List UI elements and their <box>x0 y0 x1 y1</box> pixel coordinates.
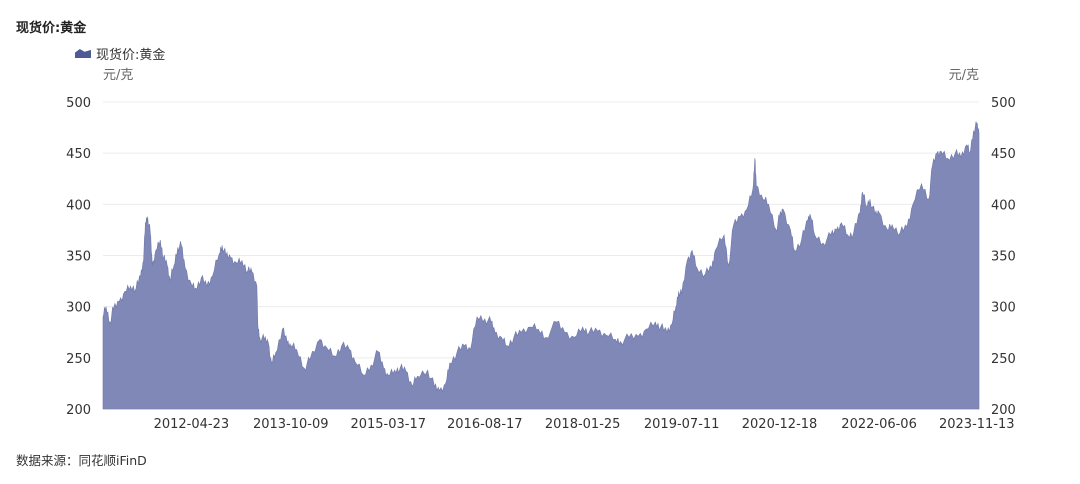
legend[interactable]: 现货价:黄金 <box>75 44 165 63</box>
y-unit-left: 元/克 <box>103 68 133 83</box>
y-tick-label-left: 200 <box>66 403 91 418</box>
x-tick-label: 2018-01-25 <box>545 417 621 432</box>
x-tick-label: 2019-07-11 <box>644 417 720 432</box>
x-tick-label: 2012-04-23 <box>154 417 230 432</box>
y-tick-label-right: 250 <box>991 352 1016 367</box>
y-tick-label-left: 350 <box>66 250 91 265</box>
x-tick-label: 2022-06-06 <box>841 417 917 432</box>
y-tick-label-right: 450 <box>991 147 1016 162</box>
data-source-note: 数据来源：同花顺iFinD <box>16 453 147 468</box>
y-tick-label-right: 200 <box>991 403 1016 418</box>
legend-area-icon <box>75 49 91 58</box>
x-tick-label: 2020-12-18 <box>742 417 818 432</box>
x-axis: 2012-04-23 2013-10-09 2015-03-17 2016-08-17… <box>154 417 1015 432</box>
y-tick-label-right: 300 <box>991 301 1016 316</box>
y-tick-label-left: 500 <box>66 96 91 111</box>
gold-price-area <box>102 121 980 410</box>
y-unit-right: 元/克 <box>949 68 979 83</box>
y-tick-label-left: 300 <box>66 301 91 316</box>
x-tick-label: 2016-08-17 <box>447 417 523 432</box>
x-tick-label: 2013-10-09 <box>253 417 329 432</box>
y-tick-label-left: 250 <box>66 352 91 367</box>
chart-title: 现货价:黄金 <box>16 21 87 36</box>
gold-price-area-chart: 500 450 400 350 300 250 200 500 450 400 350 300 250… <box>66 68 1016 432</box>
y-tick-label-left: 450 <box>66 147 91 162</box>
y-axis-left: 500 450 400 350 300 250 200 <box>66 96 91 418</box>
legend-label: 现货价:黄金 <box>96 48 166 63</box>
x-tick-label: 2015-03-17 <box>350 417 426 432</box>
y-tick-label-right: 400 <box>991 198 1016 213</box>
y-tick-label-right: 350 <box>991 250 1016 265</box>
y-axis-right: 500 450 400 350 300 250 200 <box>991 96 1016 418</box>
y-tick-label-left: 400 <box>66 198 91 213</box>
y-tick-label-right: 500 <box>991 96 1016 111</box>
x-tick-label: 2023-11-13 <box>939 417 1015 432</box>
